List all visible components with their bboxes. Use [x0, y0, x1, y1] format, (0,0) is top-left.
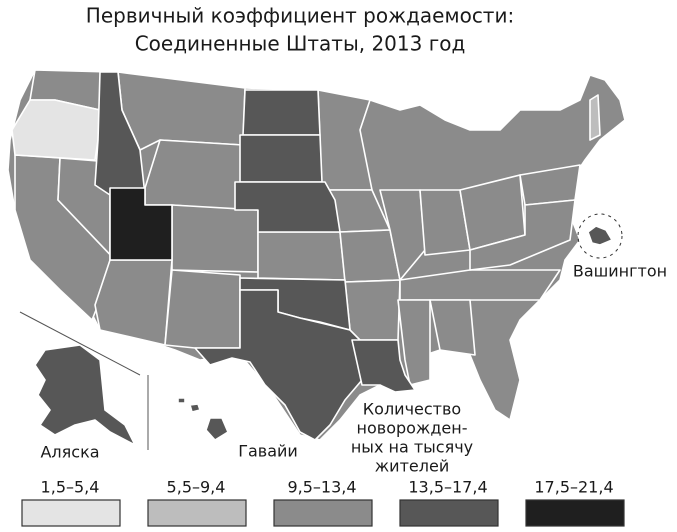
legend-swatch	[273, 499, 373, 527]
state	[11, 99, 101, 161]
state	[117, 71, 246, 151]
legend-title: жителей	[375, 457, 449, 476]
label: Гавайи	[238, 442, 298, 461]
label: Вашингтон	[573, 262, 667, 281]
state	[344, 279, 401, 341]
inset-border	[19, 311, 141, 376]
legend-label: 1,5–5,4	[41, 478, 100, 497]
legend-swatch	[21, 499, 121, 527]
hawaii	[205, 417, 229, 441]
legend-label: 5,5–9,4	[167, 478, 226, 497]
state	[239, 134, 323, 183]
label: Аляска	[40, 443, 99, 462]
state	[94, 259, 173, 346]
legend-label: 17,5–21,4	[534, 478, 613, 497]
state	[429, 299, 476, 356]
legend-swatch	[399, 499, 499, 527]
legend-label: 9,5–13,4	[287, 478, 356, 497]
legend-label: 13,5–17,4	[408, 478, 487, 497]
legend-swatch	[525, 499, 625, 527]
state	[469, 199, 576, 271]
state	[171, 204, 259, 273]
state	[144, 139, 244, 211]
hawaii	[189, 403, 201, 413]
alaska	[34, 344, 136, 446]
legend-swatch	[147, 499, 247, 527]
state	[234, 181, 341, 233]
state	[194, 289, 363, 441]
state	[589, 94, 601, 141]
states	[7, 69, 626, 446]
dc-inset	[577, 213, 623, 259]
state	[379, 189, 426, 281]
title-line: Соединенные Штаты, 2013 год	[135, 32, 466, 56]
legend-title: Количество	[363, 400, 461, 419]
hawaii	[177, 397, 186, 404]
state	[351, 339, 416, 393]
state	[257, 231, 346, 281]
state	[164, 269, 241, 349]
state	[109, 187, 173, 261]
legend-title: новорожден-	[357, 419, 468, 438]
state	[242, 89, 321, 136]
legend-title: ных на тысячу	[351, 438, 473, 457]
dc	[587, 225, 613, 246]
title-line: Первичный коэффициент рождаемости:	[86, 4, 514, 28]
state	[397, 299, 431, 386]
